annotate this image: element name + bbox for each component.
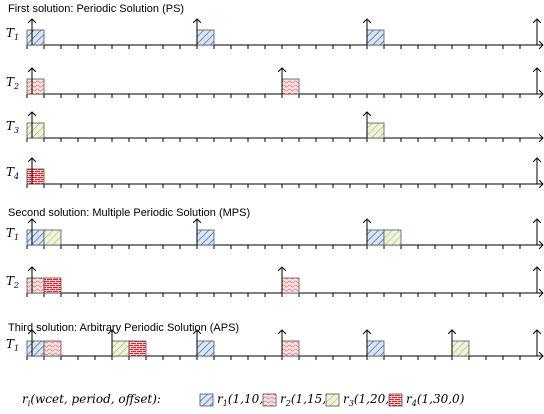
legend-item-index: 3 [349,399,354,408]
row-label: T2 [6,274,19,290]
job-block [111,340,130,357]
row-label-index: 4 [13,172,19,181]
row-label-index: 3 [14,126,19,135]
legend-item-symbol: r [280,392,287,406]
job-block [366,229,385,246]
row-label: T1 [6,337,19,353]
job-block [43,229,62,246]
section-title: Third solution: Arbitrary Periodic Solut… [8,322,239,334]
job-block [451,340,470,357]
job-block [366,122,385,139]
row-label-symbol: T [6,26,15,40]
legend-swatch [199,393,214,407]
job-block [196,29,215,46]
row-label-symbol: T [6,75,15,89]
section-title: Second solution: Multiple Periodic Solut… [8,207,250,219]
job-block [26,229,45,246]
row-label: T1 [6,26,19,42]
row-label: T1 [6,226,19,242]
legend-item-symbol: r [406,392,413,406]
legend-swatch [388,393,403,407]
legend-item-symbol: r [217,392,224,406]
legend-item-index: 2 [285,399,291,408]
legend-swatch [262,393,277,407]
row-label-index: 2 [13,82,19,91]
job-block [43,277,62,294]
job-block [26,29,45,46]
legend-item-symbol: r [343,392,350,406]
section-title: First solution: Periodic Solution (PS) [8,3,184,15]
row-label-symbol: T [6,337,15,351]
row-label-index: 1 [14,33,19,42]
job-block [26,122,45,139]
row-label-index: 1 [14,233,19,242]
row-label-symbol: T [6,274,15,288]
row-label: T4 [6,165,19,181]
legend-caption-index: i [28,399,31,408]
job-block [26,277,45,294]
job-block [26,78,45,95]
legend-caption-symbol: r [22,392,29,406]
job-block [383,229,402,246]
job-block [366,29,385,46]
job-block [366,340,385,357]
legend-swatch [325,393,340,407]
row-label-index: 2 [13,281,19,290]
job-block [281,340,300,357]
job-block [281,78,300,95]
job-block [128,340,147,357]
legend-caption: ri(wcet, period, offset): [22,392,161,408]
legend-item-index: 1 [223,399,228,408]
row-label: T2 [6,75,19,91]
row-label-symbol: T [6,165,15,179]
row-label-index: 1 [14,344,19,353]
job-block [43,340,62,357]
job-block [196,340,215,357]
job-block [26,340,45,357]
job-block [196,229,215,246]
row-label-symbol: T [6,119,15,133]
row-label-symbol: T [6,226,15,240]
legend-caption-params: (wcet, period, offset): [30,392,161,406]
job-block [26,168,45,185]
job-block [281,277,300,294]
legend-item: r4(1,30,0) [406,392,465,408]
legend-item-index: 4 [411,399,417,408]
legend-item-params: (1,30,0) [417,392,465,406]
row-label: T3 [6,119,19,135]
